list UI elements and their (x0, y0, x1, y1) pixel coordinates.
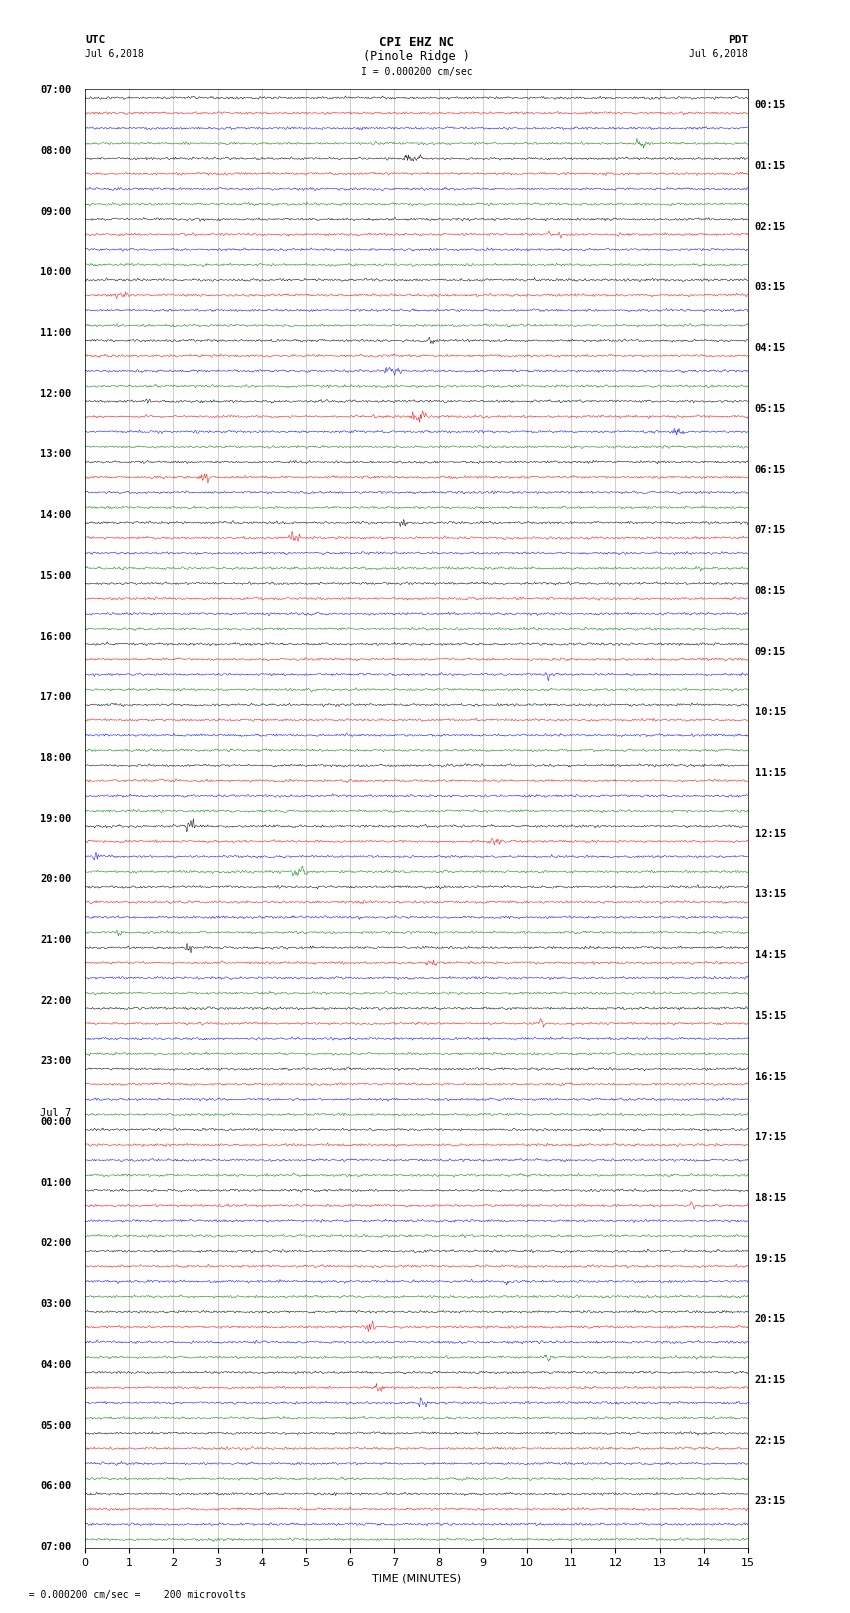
Text: 03:15: 03:15 (755, 282, 786, 292)
Text: 08:15: 08:15 (755, 586, 786, 595)
Text: 15:00: 15:00 (41, 571, 71, 581)
Text: 02:15: 02:15 (755, 223, 786, 232)
Text: 05:15: 05:15 (755, 403, 786, 415)
Text: 07:00: 07:00 (41, 1542, 71, 1552)
Text: 04:15: 04:15 (755, 344, 786, 353)
Text: 08:00: 08:00 (41, 145, 71, 156)
Text: 07:15: 07:15 (755, 526, 786, 536)
Text: 10:15: 10:15 (755, 708, 786, 718)
Text: 21:00: 21:00 (41, 936, 71, 945)
Text: 18:00: 18:00 (41, 753, 71, 763)
Text: 01:15: 01:15 (755, 161, 786, 171)
Text: 20:15: 20:15 (755, 1315, 786, 1324)
Text: I = 0.000200 cm/sec: I = 0.000200 cm/sec (360, 68, 473, 77)
Text: 21:15: 21:15 (755, 1374, 786, 1386)
Text: CPI EHZ NC: CPI EHZ NC (379, 35, 454, 50)
Text: Jul 7: Jul 7 (41, 1108, 71, 1118)
Text: 20:00: 20:00 (41, 874, 71, 884)
Text: 22:00: 22:00 (41, 995, 71, 1005)
Text: 22:15: 22:15 (755, 1436, 786, 1445)
Text: 14:15: 14:15 (755, 950, 786, 960)
Text: 16:00: 16:00 (41, 632, 71, 642)
Text: 04:00: 04:00 (41, 1360, 71, 1369)
Text: 09:00: 09:00 (41, 206, 71, 216)
Text: 11:15: 11:15 (755, 768, 786, 777)
Text: 12:00: 12:00 (41, 389, 71, 398)
Text: = 0.000200 cm/sec =    200 microvolts: = 0.000200 cm/sec = 200 microvolts (17, 1590, 246, 1600)
Text: 07:00: 07:00 (41, 85, 71, 95)
Text: 03:00: 03:00 (41, 1298, 71, 1310)
Text: 06:15: 06:15 (755, 465, 786, 474)
Text: 00:00: 00:00 (41, 1118, 71, 1127)
Text: 10:00: 10:00 (41, 268, 71, 277)
Text: 17:00: 17:00 (41, 692, 71, 702)
Text: 13:00: 13:00 (41, 450, 71, 460)
Text: 01:00: 01:00 (41, 1177, 71, 1187)
Text: 05:00: 05:00 (41, 1421, 71, 1431)
Text: 17:15: 17:15 (755, 1132, 786, 1142)
Text: 19:15: 19:15 (755, 1253, 786, 1263)
Text: 19:00: 19:00 (41, 813, 71, 824)
Text: PDT: PDT (728, 35, 748, 45)
Text: UTC: UTC (85, 35, 105, 45)
X-axis label: TIME (MINUTES): TIME (MINUTES) (372, 1574, 461, 1584)
Text: 02:00: 02:00 (41, 1239, 71, 1248)
Text: (Pinole Ridge ): (Pinole Ridge ) (363, 50, 470, 63)
Text: 09:15: 09:15 (755, 647, 786, 656)
Text: 06:00: 06:00 (41, 1481, 71, 1492)
Text: 18:15: 18:15 (755, 1194, 786, 1203)
Text: 12:15: 12:15 (755, 829, 786, 839)
Text: 11:00: 11:00 (41, 327, 71, 339)
Text: 23:00: 23:00 (41, 1057, 71, 1066)
Text: 15:15: 15:15 (755, 1011, 786, 1021)
Text: 14:00: 14:00 (41, 510, 71, 519)
Text: 16:15: 16:15 (755, 1071, 786, 1082)
Text: 00:15: 00:15 (755, 100, 786, 110)
Text: Jul 6,2018: Jul 6,2018 (689, 48, 748, 58)
Text: Jul 6,2018: Jul 6,2018 (85, 48, 144, 58)
Text: 13:15: 13:15 (755, 889, 786, 900)
Text: 23:15: 23:15 (755, 1497, 786, 1507)
